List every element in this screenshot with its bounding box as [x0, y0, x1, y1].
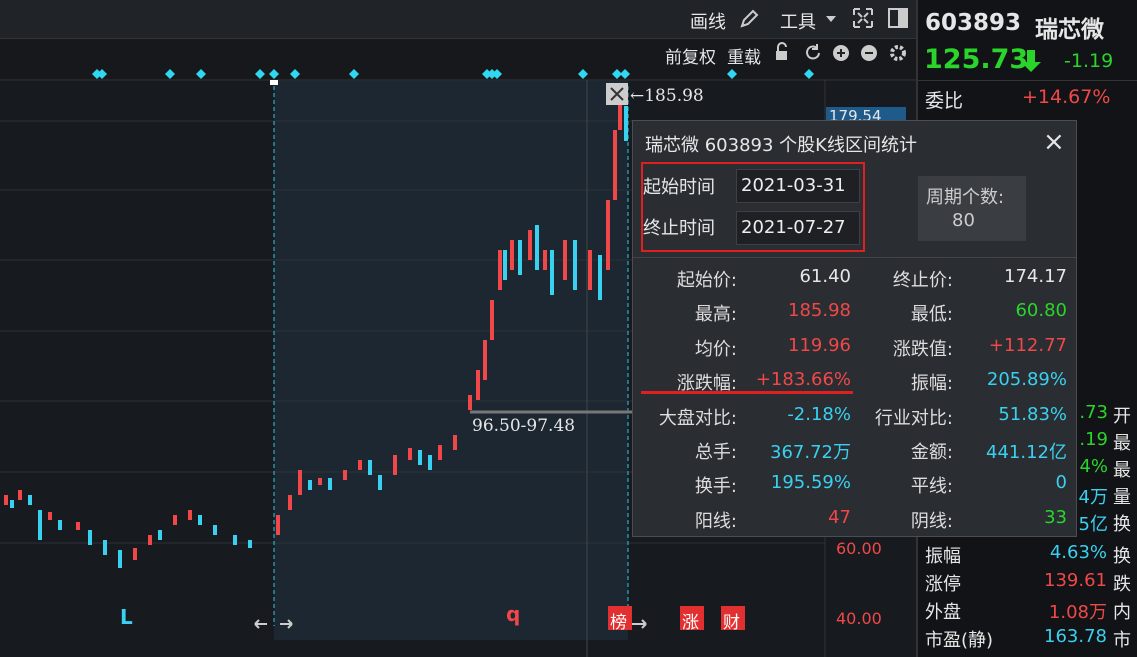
- stat-label: 换手:: [694, 476, 737, 498]
- side-value: 163.78: [1044, 626, 1107, 647]
- period-value: 80: [952, 210, 975, 231]
- weibi-label: 委比: [925, 90, 964, 112]
- side-label: 换: [1113, 514, 1131, 535]
- side-label: 外盘: [925, 602, 961, 623]
- period-box: [918, 176, 1026, 241]
- stock-name: 瑞芯微: [1035, 17, 1104, 43]
- divider: [916, 80, 1137, 81]
- stat-label: 终止价:: [892, 270, 953, 291]
- side-label: 跌: [1113, 574, 1131, 595]
- stat-label: 起始价:: [676, 270, 737, 291]
- side-value: 4.63%: [1049, 542, 1107, 563]
- stat-value: 195.59%: [770, 472, 851, 494]
- side-label: 市盈(静): [925, 630, 994, 651]
- stat-value: +112.77: [988, 334, 1067, 356]
- divider: [633, 257, 1076, 258]
- side-label: 开: [1113, 406, 1131, 427]
- stat-value: 33: [1044, 506, 1067, 528]
- stat-label: 振幅:: [910, 373, 953, 395]
- stat-value: 0: [1055, 472, 1067, 494]
- marker[interactable]: 涨: [682, 613, 699, 633]
- marker[interactable]: 榜: [610, 613, 627, 633]
- stock-code: 603893: [925, 10, 1022, 36]
- axis-label: 60.00: [836, 539, 882, 558]
- start-label: 起始时间: [643, 177, 715, 198]
- side-label: 内: [1113, 602, 1131, 623]
- side-label: 市: [1113, 630, 1131, 651]
- adjust-button[interactable]: 前复权: [665, 48, 716, 68]
- side-label: 换: [1113, 546, 1131, 567]
- price: 125.73: [924, 44, 1029, 75]
- stat-value: 60.80: [1015, 300, 1067, 322]
- stat-label: 平线:: [910, 476, 953, 498]
- window-icons[interactable]: [852, 7, 912, 31]
- end-label: 终止时间: [643, 218, 715, 239]
- marker[interactable]: q: [506, 602, 521, 626]
- toolbar: [0, 0, 916, 39]
- reload-button[interactable]: 重载: [727, 48, 761, 68]
- side-label: 最: [1113, 460, 1131, 481]
- marker[interactable]: L: [120, 605, 133, 629]
- weibi-value: +14.67%: [1022, 86, 1111, 108]
- stat-label: 阴线:: [910, 510, 953, 532]
- interval-stats-dialog: 瑞芯微 603893 个股K线区间统计 × 起始时间 2021-03-31 终止…: [632, 120, 1077, 537]
- stat-label: 总手:: [694, 442, 737, 463]
- stat-value: 119.96: [788, 334, 851, 356]
- side-value: .19: [1079, 429, 1108, 450]
- stat-label: 涨跌幅:: [676, 373, 737, 395]
- time-highlight: [641, 162, 865, 252]
- stat-value: 174.17: [1004, 266, 1067, 287]
- side-value: .73: [1079, 402, 1108, 423]
- underline: [641, 391, 853, 394]
- stat-value: 51.83%: [998, 403, 1067, 425]
- stat-label: 涨跌值:: [892, 338, 953, 360]
- kline-chart: [0, 69, 916, 657]
- stat-label: 金额:: [910, 442, 953, 463]
- range-annotation: 96.50-97.48: [472, 416, 576, 436]
- stat-value: 61.40: [799, 266, 851, 287]
- period-label: 周期个数:: [926, 187, 1005, 208]
- stat-label: 最低:: [910, 304, 953, 326]
- close-button[interactable]: ×: [1043, 127, 1065, 157]
- stat-value: 185.98: [788, 300, 851, 322]
- stat-value: +183.66%: [755, 369, 851, 391]
- stat-value: 205.89%: [986, 369, 1067, 391]
- side-value: 5亿: [1078, 514, 1108, 535]
- side-label: 振幅: [925, 546, 961, 567]
- chart-icons[interactable]: [773, 42, 913, 64]
- marker[interactable]: 财: [723, 613, 740, 633]
- stat-label: 最高:: [694, 304, 737, 326]
- stat-label: 阳线:: [694, 510, 737, 532]
- price-change: -1.19: [1064, 50, 1114, 72]
- draw-button[interactable]: 画线: [690, 12, 726, 33]
- stat-label: 大盘对比:: [658, 407, 737, 429]
- stat-value: 441.12亿: [986, 442, 1067, 463]
- tools-button[interactable]: 工具: [780, 12, 816, 33]
- start-input[interactable]: 2021-03-31: [736, 169, 860, 203]
- side-label: 涨停: [925, 574, 961, 595]
- side-value: 4%: [1079, 456, 1108, 477]
- stat-label: 行业对比:: [874, 407, 953, 429]
- side-value: 4万: [1078, 487, 1108, 508]
- stat-value: 47: [828, 506, 851, 528]
- down-arrow: [1021, 50, 1041, 72]
- stat-value: -2.18%: [787, 403, 851, 425]
- side-label: 量: [1113, 487, 1131, 508]
- dropdown-icon[interactable]: [825, 14, 837, 24]
- side-label: 最: [1113, 433, 1131, 454]
- pencil-icon[interactable]: [738, 8, 760, 30]
- high-annotation: ←185.98: [630, 86, 704, 106]
- stat-label: 均价:: [694, 338, 737, 360]
- end-input[interactable]: 2021-07-27: [736, 211, 860, 245]
- stat-value: 367.72万: [770, 442, 851, 463]
- side-value: 1.08万: [1048, 602, 1107, 623]
- side-value: 139.61: [1044, 570, 1107, 591]
- dialog-title: 瑞芯微 603893 个股K线区间统计: [645, 135, 917, 156]
- axis-label: 40.00: [836, 609, 882, 628]
